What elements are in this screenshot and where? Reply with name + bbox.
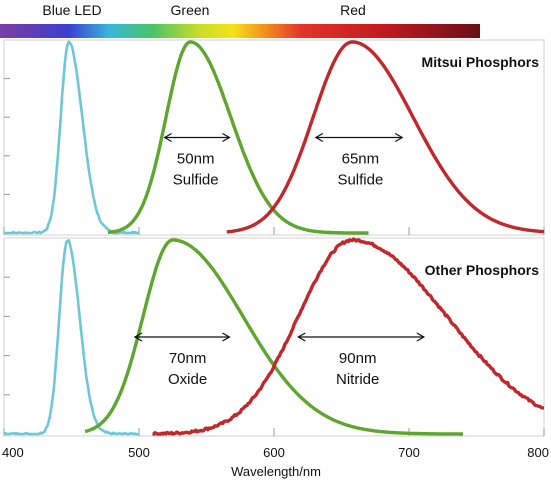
grid [3, 39, 545, 437]
fwhm-value-label: 70nm [169, 350, 207, 367]
phosphor-type-label: Nitride [336, 371, 379, 388]
arrow-head-left [133, 332, 143, 342]
curve-blue-led [3, 239, 140, 436]
x-axis-label: Wavelength/nm [231, 464, 321, 479]
fwhm-value-label: 50nm [177, 151, 215, 168]
spectrum-bar [0, 24, 480, 38]
arrow-head-right [222, 332, 231, 342]
x-tick-label: 600 [263, 445, 285, 460]
fwhm-value-label: 65nm [342, 151, 380, 168]
spectrum-label-green: Green [171, 2, 210, 18]
arrow-head-right [416, 332, 426, 342]
arrow-head-right [222, 132, 231, 143]
x-tick-label: 500 [128, 445, 150, 460]
spectrum-label-blue-led: Blue LED [42, 2, 101, 18]
arrow-head-left [163, 132, 172, 143]
x-tick-label: 400 [2, 445, 24, 460]
curve-blue-led [3, 40, 139, 235]
phosphor-type-label: Oxide [168, 371, 207, 388]
x-tick-label: 700 [398, 445, 420, 460]
arrow-head-right [394, 132, 404, 143]
curve-green [107, 40, 369, 235]
annotations: 50nm Sulfide 65nm Sulfide 70nm Oxide 90nm Nitri… [133, 132, 426, 388]
phosphor-type-label: Sulfide [173, 172, 219, 189]
curve-red [226, 40, 545, 234]
arrow-head-left [314, 132, 324, 143]
curve-red [152, 237, 545, 436]
panel-title-top: Mitsui Phosphors [422, 54, 540, 70]
spectrum-label-red: Red [340, 2, 366, 18]
fwhm-value-label: 90nm [339, 350, 377, 367]
panel-title-bottom: Other Phosphors [425, 262, 540, 278]
x-axis-ticks: 400 500 600 700 800 [2, 445, 549, 460]
x-tick-label: 800 [527, 445, 549, 460]
arrow-head-left [297, 332, 306, 342]
curves [3, 40, 545, 436]
phosphor-type-label: Sulfide [337, 172, 383, 189]
